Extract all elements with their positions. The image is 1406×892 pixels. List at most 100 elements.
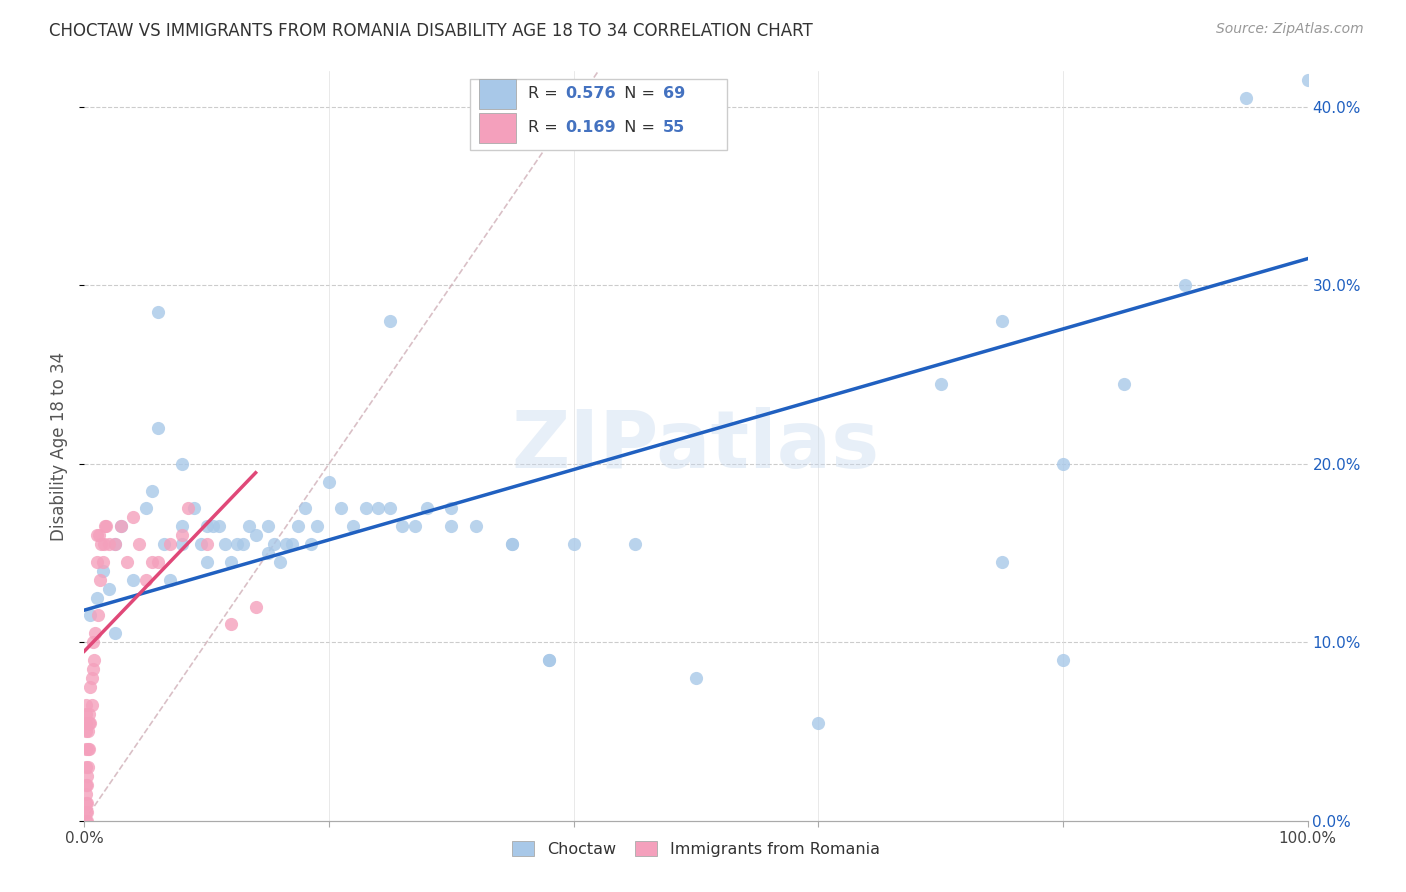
Point — [76, 814, 98, 828]
Text: 0.169: 0.169 — [565, 120, 616, 135]
Point — [128, 537, 150, 551]
Point — [208, 519, 231, 533]
Point — [80, 671, 103, 685]
Point — [685, 671, 707, 685]
Point — [190, 537, 212, 551]
Point — [83, 653, 105, 667]
Point — [135, 573, 157, 587]
Point — [75, 805, 97, 819]
Text: CHOCTAW VS IMMIGRANTS FROM ROMANIA DISABILITY AGE 18 TO 34 CORRELATION CHART: CHOCTAW VS IMMIGRANTS FROM ROMANIA DISAB… — [49, 22, 813, 40]
Text: R =: R = — [529, 120, 564, 135]
Point — [502, 537, 524, 551]
Point — [318, 475, 340, 489]
Point — [96, 519, 118, 533]
Point — [135, 501, 157, 516]
Point — [75, 760, 97, 774]
Point — [305, 519, 328, 533]
FancyBboxPatch shape — [479, 78, 516, 109]
Point — [226, 537, 249, 551]
Point — [76, 769, 98, 783]
Point — [219, 617, 242, 632]
Point — [82, 635, 104, 649]
Point — [80, 698, 103, 712]
Point — [97, 582, 120, 596]
Point — [110, 519, 132, 533]
Point — [84, 626, 107, 640]
Point — [287, 519, 309, 533]
Point — [122, 510, 145, 524]
Point — [91, 555, 114, 569]
Point — [89, 573, 111, 587]
Text: N =: N = — [614, 87, 661, 102]
Point — [76, 796, 98, 810]
Text: ZIPatlas: ZIPatlas — [512, 407, 880, 485]
Point — [232, 537, 254, 551]
Point — [75, 698, 97, 712]
Point — [115, 555, 138, 569]
Point — [299, 537, 322, 551]
Point — [146, 421, 169, 435]
Point — [91, 564, 114, 578]
Point — [1052, 457, 1074, 471]
Point — [77, 742, 100, 756]
Point — [245, 599, 267, 614]
Point — [79, 715, 101, 730]
Text: Source: ZipAtlas.com: Source: ZipAtlas.com — [1216, 22, 1364, 37]
FancyBboxPatch shape — [479, 112, 516, 143]
Point — [86, 528, 108, 542]
Point — [380, 501, 402, 516]
Point — [110, 519, 132, 533]
Text: N =: N = — [614, 120, 661, 135]
Point — [257, 546, 280, 560]
Point — [77, 760, 100, 774]
Point — [538, 653, 561, 667]
Point — [269, 555, 291, 569]
Point — [122, 573, 145, 587]
Point — [562, 537, 585, 551]
Point — [77, 715, 100, 730]
Point — [86, 591, 108, 605]
Point — [159, 537, 181, 551]
Point — [172, 519, 194, 533]
Point — [440, 501, 463, 516]
Point — [97, 537, 120, 551]
Legend: Choctaw, Immigrants from Romania: Choctaw, Immigrants from Romania — [503, 833, 889, 865]
Point — [538, 653, 561, 667]
Point — [281, 537, 304, 551]
Point — [75, 787, 97, 801]
Point — [502, 537, 524, 551]
Point — [214, 537, 236, 551]
Point — [75, 796, 97, 810]
Point — [86, 555, 108, 569]
Point — [75, 742, 97, 756]
Point — [367, 501, 389, 516]
Point — [354, 501, 377, 516]
Point — [1114, 376, 1136, 391]
FancyBboxPatch shape — [470, 78, 727, 150]
Point — [929, 376, 952, 391]
Point — [807, 715, 830, 730]
Point — [153, 537, 176, 551]
Point — [245, 528, 267, 542]
Point — [76, 778, 98, 792]
Point — [159, 573, 181, 587]
Point — [93, 537, 115, 551]
Point — [257, 519, 280, 533]
Point — [172, 457, 194, 471]
Point — [991, 555, 1014, 569]
Point — [1296, 73, 1319, 87]
Point — [75, 706, 97, 721]
Point — [146, 555, 169, 569]
Point — [342, 519, 364, 533]
Point — [238, 519, 260, 533]
Point — [380, 314, 402, 328]
Text: 0.576: 0.576 — [565, 87, 616, 102]
Point — [172, 537, 194, 551]
Point — [141, 555, 163, 569]
Point — [294, 501, 316, 516]
Point — [104, 626, 127, 640]
Point — [77, 724, 100, 739]
Point — [141, 483, 163, 498]
Point — [146, 305, 169, 319]
Point — [75, 778, 97, 792]
